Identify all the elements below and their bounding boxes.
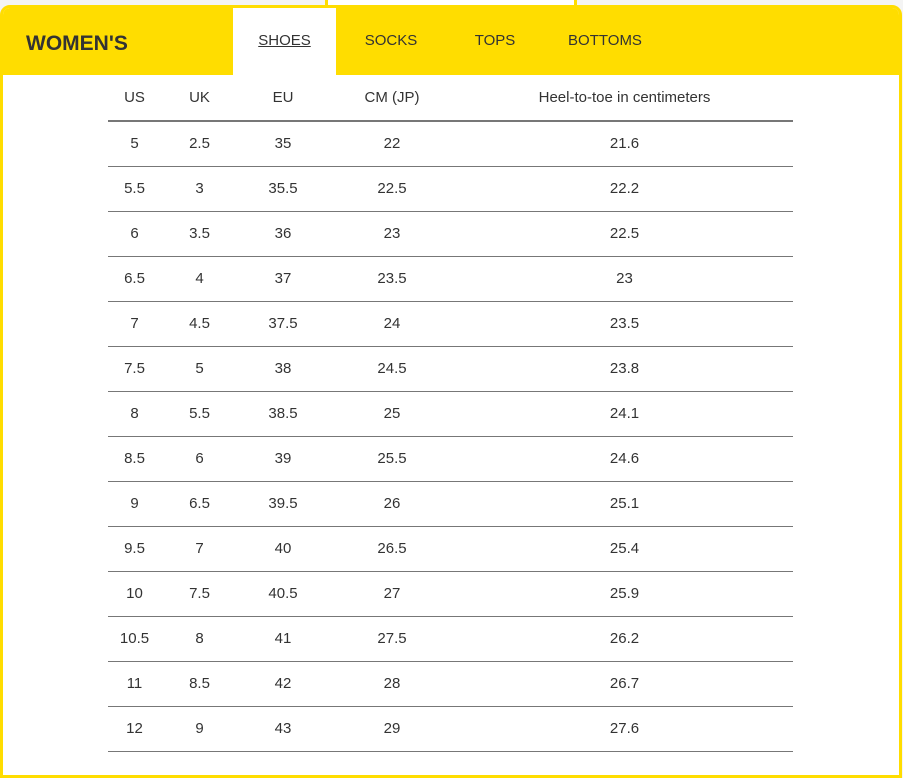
table-row: 5 2.5 35 22 21.6	[108, 121, 793, 167]
table-cell: 27	[328, 571, 456, 617]
table-cell: 5	[108, 121, 161, 167]
table-row: 7.5 5 38 24.5 23.8	[108, 346, 793, 392]
tab-shoes[interactable]: SHOES	[233, 8, 336, 75]
table-cell: 6	[108, 211, 161, 257]
col-eu: EU	[238, 75, 328, 122]
table-cell: 28	[328, 661, 456, 707]
table-cell: 42	[238, 661, 328, 707]
table-cell: 35	[238, 121, 328, 167]
table-cell: 2.5	[161, 121, 238, 167]
size-table: US UK EU CM (JP) Heel-to-toe in centimet…	[108, 75, 793, 752]
table-cell: 6.5	[161, 481, 238, 527]
table-cell: 24	[328, 301, 456, 347]
table-cell: 5.5	[161, 391, 238, 437]
table-cell: 35.5	[238, 166, 328, 212]
tab-tops[interactable]: TOPS	[474, 32, 516, 49]
table-row: 9.5 7 40 26.5 25.4	[108, 526, 793, 572]
table-cell: 25	[328, 391, 456, 437]
table-cell: 36	[238, 211, 328, 257]
table-cell: 25.9	[456, 571, 793, 617]
table-header-row: US UK EU CM (JP) Heel-to-toe in centimet…	[108, 75, 793, 122]
table-cell: 7	[108, 301, 161, 347]
table-cell: 25.4	[456, 526, 793, 572]
table-cell: 27.6	[456, 706, 793, 752]
table-cell: 8.5	[161, 661, 238, 707]
table-cell: 4	[161, 256, 238, 302]
table-cell: 5.5	[108, 166, 161, 212]
table-cell: 5	[161, 346, 238, 392]
table-cell: 40	[238, 526, 328, 572]
table-row: 7 4.5 37.5 24 23.5	[108, 301, 793, 347]
col-us: US	[108, 75, 161, 122]
col-heel-to-toe: Heel-to-toe in centimeters	[456, 75, 793, 122]
table-cell: 8	[161, 616, 238, 662]
table-cell: 12	[108, 706, 161, 752]
table-cell: 11	[108, 661, 161, 707]
table-row: 12 9 43 29 27.6	[108, 706, 793, 752]
table-cell: 26.7	[456, 661, 793, 707]
table-cell: 29	[328, 706, 456, 752]
table-cell: 40.5	[238, 571, 328, 617]
table-cell: 38	[238, 346, 328, 392]
table-cell: 6	[161, 436, 238, 482]
table-cell: 26	[328, 481, 456, 527]
table-cell: 7.5	[161, 571, 238, 617]
table-cell: 9.5	[108, 526, 161, 572]
table-cell: 6.5	[108, 256, 161, 302]
table-row: 6 3.5 36 23 22.5	[108, 211, 793, 257]
table-cell: 10.5	[108, 616, 161, 662]
table-cell: 7.5	[108, 346, 161, 392]
table-cell: 9	[161, 706, 238, 752]
table-row: 8 5.5 38.5 25 24.1	[108, 391, 793, 437]
table-cell: 24.6	[456, 436, 793, 482]
table-cell: 22.5	[328, 166, 456, 212]
table-cell: 7	[161, 526, 238, 572]
table-cell: 4.5	[161, 301, 238, 347]
table-cell: 9	[108, 481, 161, 527]
table-cell: 8.5	[108, 436, 161, 482]
col-uk: UK	[161, 75, 238, 122]
table-cell: 25.1	[456, 481, 793, 527]
table-cell: 23.5	[456, 301, 793, 347]
table-cell: 26.2	[456, 616, 793, 662]
table-cell: 8	[108, 391, 161, 437]
table-cell: 39.5	[238, 481, 328, 527]
top-strip	[325, 0, 577, 6]
table-cell: 22	[328, 121, 456, 167]
table-cell: 43	[238, 706, 328, 752]
page-title: WOMEN'S	[26, 32, 128, 55]
table-cell: 23.8	[456, 346, 793, 392]
table-row: 8.5 6 39 25.5 24.6	[108, 436, 793, 482]
table-cell: 37.5	[238, 301, 328, 347]
col-cm: CM (JP)	[328, 75, 456, 122]
table-cell: 24.1	[456, 391, 793, 437]
table-cell: 21.6	[456, 121, 793, 167]
table-cell: 37	[238, 256, 328, 302]
table-cell: 22.5	[456, 211, 793, 257]
table-row: 6.5 4 37 23.5 23	[108, 256, 793, 302]
table-cell: 23.5	[328, 256, 456, 302]
tab-bottoms[interactable]: BOTTOMS	[568, 32, 642, 49]
table-row: 11 8.5 42 28 26.7	[108, 661, 793, 707]
table-cell: 23	[328, 211, 456, 257]
table-cell: 10	[108, 571, 161, 617]
tab-socks[interactable]: SOCKS	[364, 32, 418, 49]
table-row: 10.5 8 41 27.5 26.2	[108, 616, 793, 662]
table-cell: 23	[456, 256, 793, 302]
table-cell: 38.5	[238, 391, 328, 437]
table-cell: 27.5	[328, 616, 456, 662]
table-cell: 39	[238, 436, 328, 482]
table-row: 10 7.5 40.5 27 25.9	[108, 571, 793, 617]
table-row: 9 6.5 39.5 26 25.1	[108, 481, 793, 527]
table-cell: 3.5	[161, 211, 238, 257]
table-cell: 26.5	[328, 526, 456, 572]
table-cell: 24.5	[328, 346, 456, 392]
table-cell: 3	[161, 166, 238, 212]
size-chart-panel: WOMEN'S SHOES SOCKS TOPS BOTTOMS US UK E…	[0, 5, 902, 778]
table-cell: 22.2	[456, 166, 793, 212]
header: WOMEN'S SHOES SOCKS TOPS BOTTOMS	[3, 8, 899, 75]
table-cell: 41	[238, 616, 328, 662]
table-cell: 25.5	[328, 436, 456, 482]
table-row: 5.5 3 35.5 22.5 22.2	[108, 166, 793, 212]
